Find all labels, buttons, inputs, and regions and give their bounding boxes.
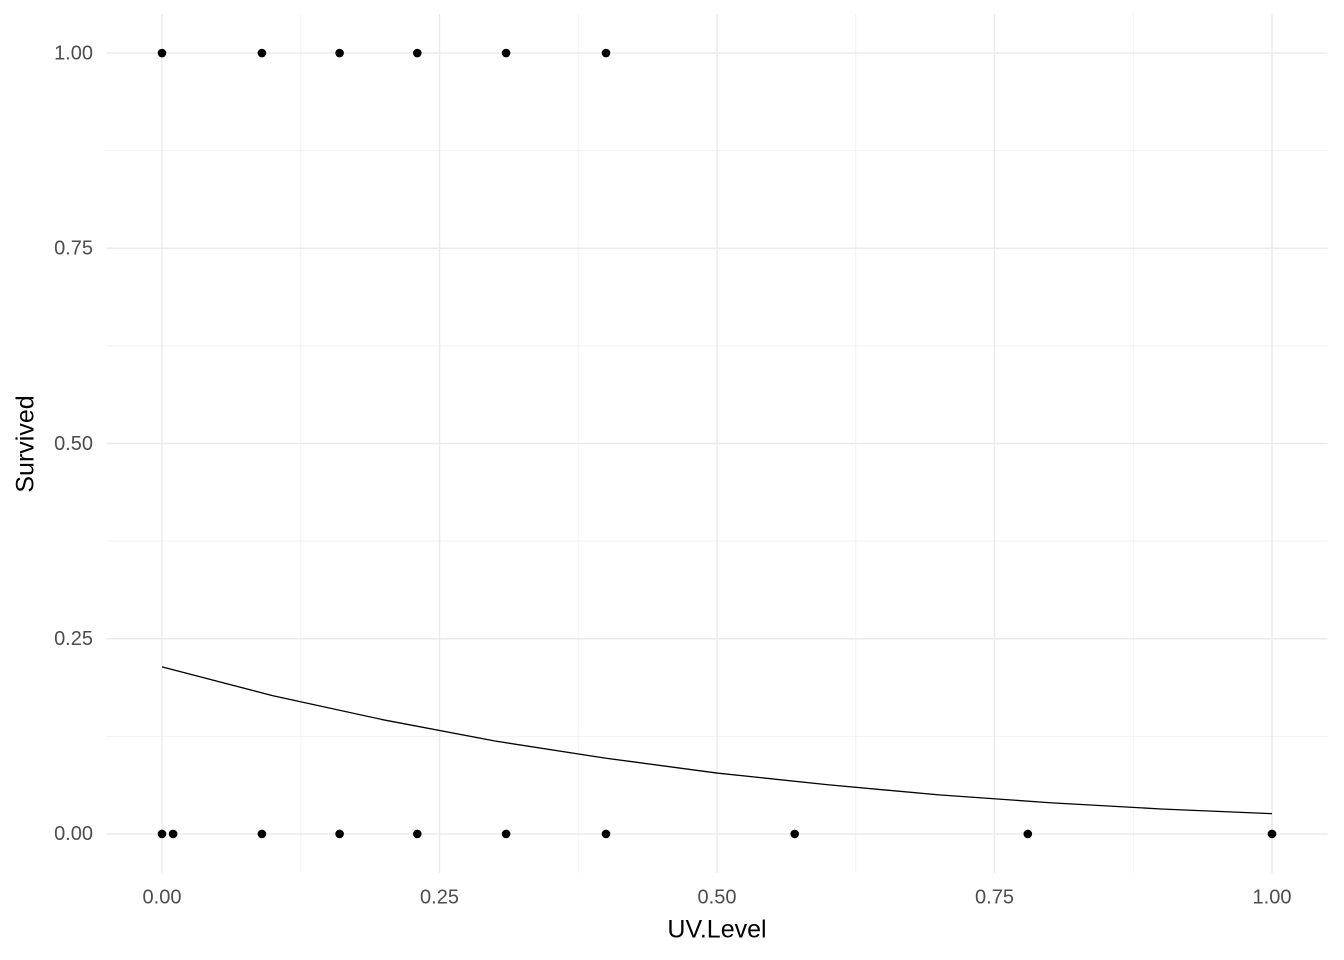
y-tick-label: 0.25: [54, 628, 93, 650]
point: [168, 829, 178, 839]
y-tick-label: 1.00: [54, 42, 93, 64]
point: [413, 829, 422, 839]
point: [601, 48, 611, 58]
point: [157, 48, 167, 58]
point: [601, 829, 611, 839]
y-tick-label: 0.50: [54, 433, 93, 455]
point: [1267, 829, 1277, 839]
plot-layer: 0.00 0.25 0.50 0.75 1.00 0.00 0.25 0.50 0.75 1.00: [54, 14, 1328, 908]
point: [257, 48, 267, 58]
point: [413, 48, 422, 58]
y-tick-label: 0.75: [54, 238, 93, 260]
point: [1023, 829, 1033, 839]
x-tick-label: 1.00: [1253, 886, 1292, 908]
point: [257, 829, 267, 839]
point: [335, 829, 344, 839]
point: [501, 48, 511, 58]
x-tick-label: 0.50: [698, 886, 737, 908]
y-tick-label: 0.00: [54, 823, 93, 845]
point: [335, 48, 344, 58]
point: [790, 829, 799, 839]
point: [157, 829, 167, 839]
x-tick-label: 0.00: [143, 886, 182, 908]
x-tick-label: 0.25: [420, 886, 459, 908]
x-tick-label: 0.75: [975, 886, 1014, 908]
fit-line: [161, 666, 1273, 815]
x-axis-title: UV.Level: [667, 916, 766, 944]
y-axis-title: Survived: [12, 395, 40, 492]
point: [501, 829, 511, 839]
